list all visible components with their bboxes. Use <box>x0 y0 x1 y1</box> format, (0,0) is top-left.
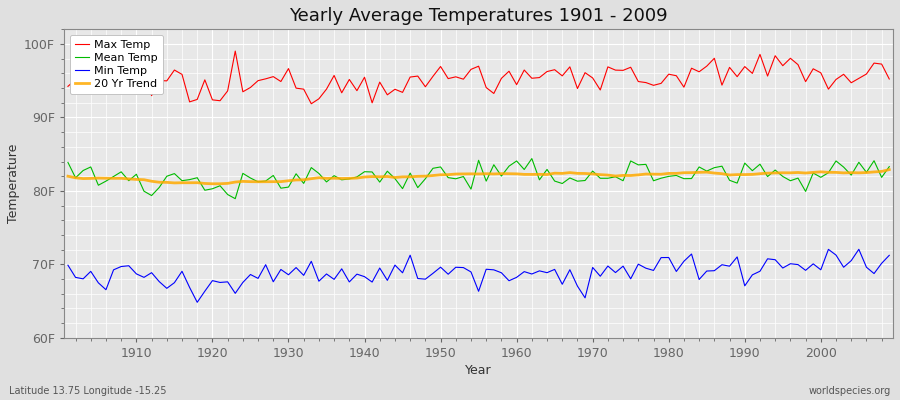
Line: Mean Temp: Mean Temp <box>68 158 889 199</box>
Mean Temp <box>123 178 134 183</box>
Max Temp <box>352 88 363 93</box>
Min Temp <box>123 263 134 268</box>
Mean Temp <box>344 176 355 181</box>
Min Temp <box>610 270 621 275</box>
20 Yr Trend <box>511 172 522 176</box>
20 Yr Trend <box>298 177 309 182</box>
Max Temp <box>62 84 73 89</box>
Legend: Max Temp, Mean Temp, Min Temp, 20 Yr Trend: Max Temp, Mean Temp, Min Temp, 20 Yr Tre… <box>69 35 163 94</box>
Mean Temp <box>230 196 240 201</box>
20 Yr Trend <box>884 167 895 172</box>
Mean Temp <box>298 181 309 186</box>
Max Temp <box>884 76 895 81</box>
20 Yr Trend <box>207 181 218 186</box>
Mean Temp <box>518 167 529 172</box>
X-axis label: Year: Year <box>465 364 492 377</box>
Line: 20 Yr Trend: 20 Yr Trend <box>68 170 889 184</box>
Max Temp <box>526 76 537 81</box>
Min Temp <box>344 280 355 284</box>
20 Yr Trend <box>123 176 134 181</box>
Line: Max Temp: Max Temp <box>68 51 889 104</box>
Mean Temp <box>511 158 522 163</box>
20 Yr Trend <box>344 176 355 181</box>
Max Temp <box>306 101 317 106</box>
Max Temp <box>230 49 240 54</box>
Max Temp <box>123 74 134 79</box>
Min Temp <box>62 263 73 268</box>
20 Yr Trend <box>518 172 529 177</box>
Max Temp <box>617 68 628 73</box>
Max Temp <box>518 68 529 72</box>
Mean Temp <box>884 164 895 169</box>
Max Temp <box>298 87 309 92</box>
Mean Temp <box>617 178 628 183</box>
Text: worldspecies.org: worldspecies.org <box>809 386 891 396</box>
Min Temp <box>192 300 202 305</box>
Min Temp <box>518 269 529 274</box>
Min Temp <box>511 275 522 280</box>
Text: Latitude 13.75 Longitude -15.25: Latitude 13.75 Longitude -15.25 <box>9 386 166 396</box>
20 Yr Trend <box>610 174 621 178</box>
Min Temp <box>298 273 309 278</box>
Line: Min Temp: Min Temp <box>68 249 889 302</box>
Min Temp <box>853 247 864 252</box>
20 Yr Trend <box>62 174 73 179</box>
Y-axis label: Temperature: Temperature <box>7 144 20 223</box>
Title: Yearly Average Temperatures 1901 - 2009: Yearly Average Temperatures 1901 - 2009 <box>289 7 668 25</box>
Mean Temp <box>526 156 537 161</box>
Mean Temp <box>62 160 73 165</box>
Min Temp <box>884 253 895 258</box>
